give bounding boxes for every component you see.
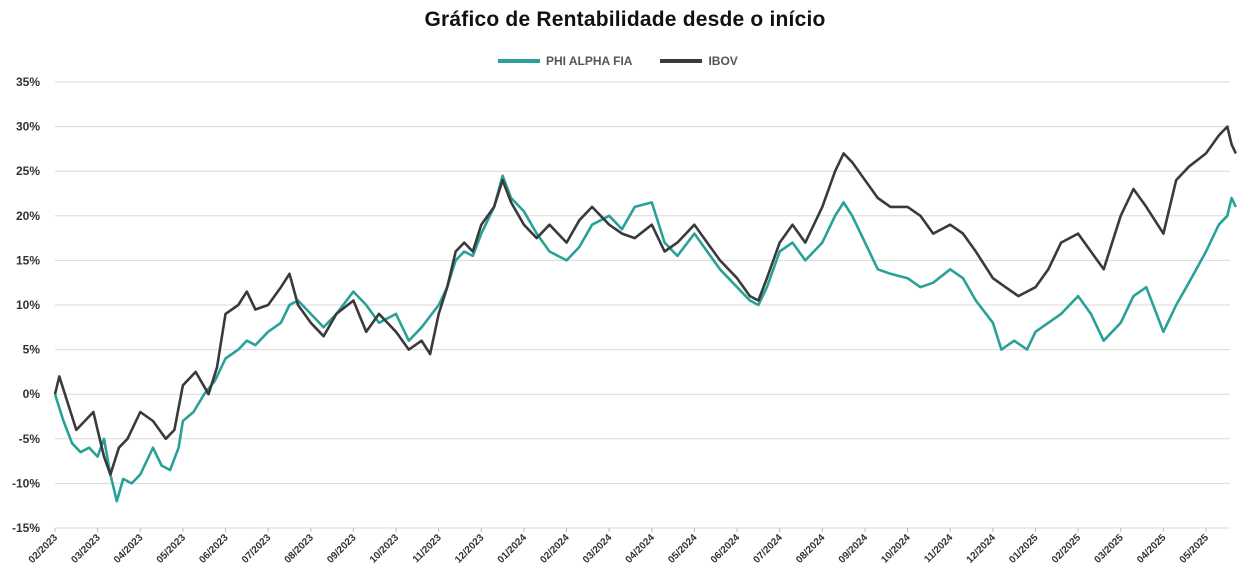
y-tick-label: 5% xyxy=(23,343,41,357)
legend-swatch-phi-alpha-fia xyxy=(498,59,540,63)
y-tick-label: 25% xyxy=(16,164,40,178)
x-tick-label: 01/2024 xyxy=(496,532,530,566)
y-axis-ticks: 35% 30% 25% 20% 15% 10% 5% 0% -5% -10% -15% xyxy=(12,75,40,535)
y-tick-label: 0% xyxy=(23,387,41,401)
x-tick-label: 05/2025 xyxy=(1178,532,1212,566)
series-line-phi-alpha-fia xyxy=(53,174,1237,503)
x-tick-label: 04/2023 xyxy=(112,532,146,566)
x-tick-label: 04/2024 xyxy=(624,532,658,566)
x-tick-label: 06/2024 xyxy=(709,532,743,566)
chart-title: Gráfico de Rentabilidade desde o início xyxy=(424,8,826,31)
x-tick-label: 11/2023 xyxy=(411,532,444,565)
x-tick-label: 09/2023 xyxy=(325,532,359,566)
x-tick-label: 11/2024 xyxy=(922,532,955,565)
x-tick-label: 02/2025 xyxy=(1050,532,1084,566)
x-tick-label: 07/2023 xyxy=(240,532,274,566)
x-tick-label: 05/2024 xyxy=(666,532,700,566)
x-axis-ticks: 02/2023 03/2023 04/2023 05/2023 06/2023 07/20… xyxy=(27,528,1212,566)
x-tick-label: 03/2024 xyxy=(581,532,615,566)
x-tick-label: 08/2024 xyxy=(794,532,828,566)
x-tick-label: 02/2024 xyxy=(538,532,572,566)
x-tick-label: 07/2024 xyxy=(751,532,785,566)
x-tick-label: 10/2023 xyxy=(368,532,402,566)
x-tick-label: 09/2024 xyxy=(837,532,871,566)
legend-item-ibov: IBOV xyxy=(660,54,738,68)
x-tick-label: 01/2025 xyxy=(1007,532,1041,566)
x-tick-label: 10/2024 xyxy=(879,532,913,566)
x-tick-label: 02/2023 xyxy=(27,532,61,566)
y-tick-label: -15% xyxy=(12,521,40,535)
y-tick-label: 15% xyxy=(16,253,40,267)
y-tick-label: -5% xyxy=(19,432,41,446)
x-tick-label: 08/2023 xyxy=(283,532,317,566)
chart-legend: PHI ALPHA FIA IBOV xyxy=(498,54,766,68)
x-tick-label: 03/2023 xyxy=(69,532,103,566)
legend-swatch-ibov xyxy=(660,59,703,63)
y-tick-label: -10% xyxy=(12,476,40,490)
x-tick-label: 06/2023 xyxy=(197,532,231,566)
legend-item-phi-alpha-fia: PHI ALPHA FIA xyxy=(498,54,632,68)
y-tick-label: 35% xyxy=(16,75,40,89)
y-tick-label: 10% xyxy=(16,298,40,312)
y-tick-label: 30% xyxy=(16,120,40,134)
series-lines xyxy=(53,125,1237,503)
x-tick-label: 12/2024 xyxy=(965,532,999,566)
x-tick-label: 04/2025 xyxy=(1135,532,1169,566)
series-line-ibov xyxy=(53,125,1237,476)
x-tick-label: 12/2023 xyxy=(453,532,487,566)
legend-label-ibov: IBOV xyxy=(708,54,738,68)
x-tick-label: 05/2023 xyxy=(155,532,189,566)
legend-label-phi-alpha-fia: PHI ALPHA FIA xyxy=(546,54,633,68)
gridlines xyxy=(55,81,1230,529)
y-tick-label: 20% xyxy=(16,209,40,223)
x-tick-label: 03/2025 xyxy=(1093,532,1127,566)
